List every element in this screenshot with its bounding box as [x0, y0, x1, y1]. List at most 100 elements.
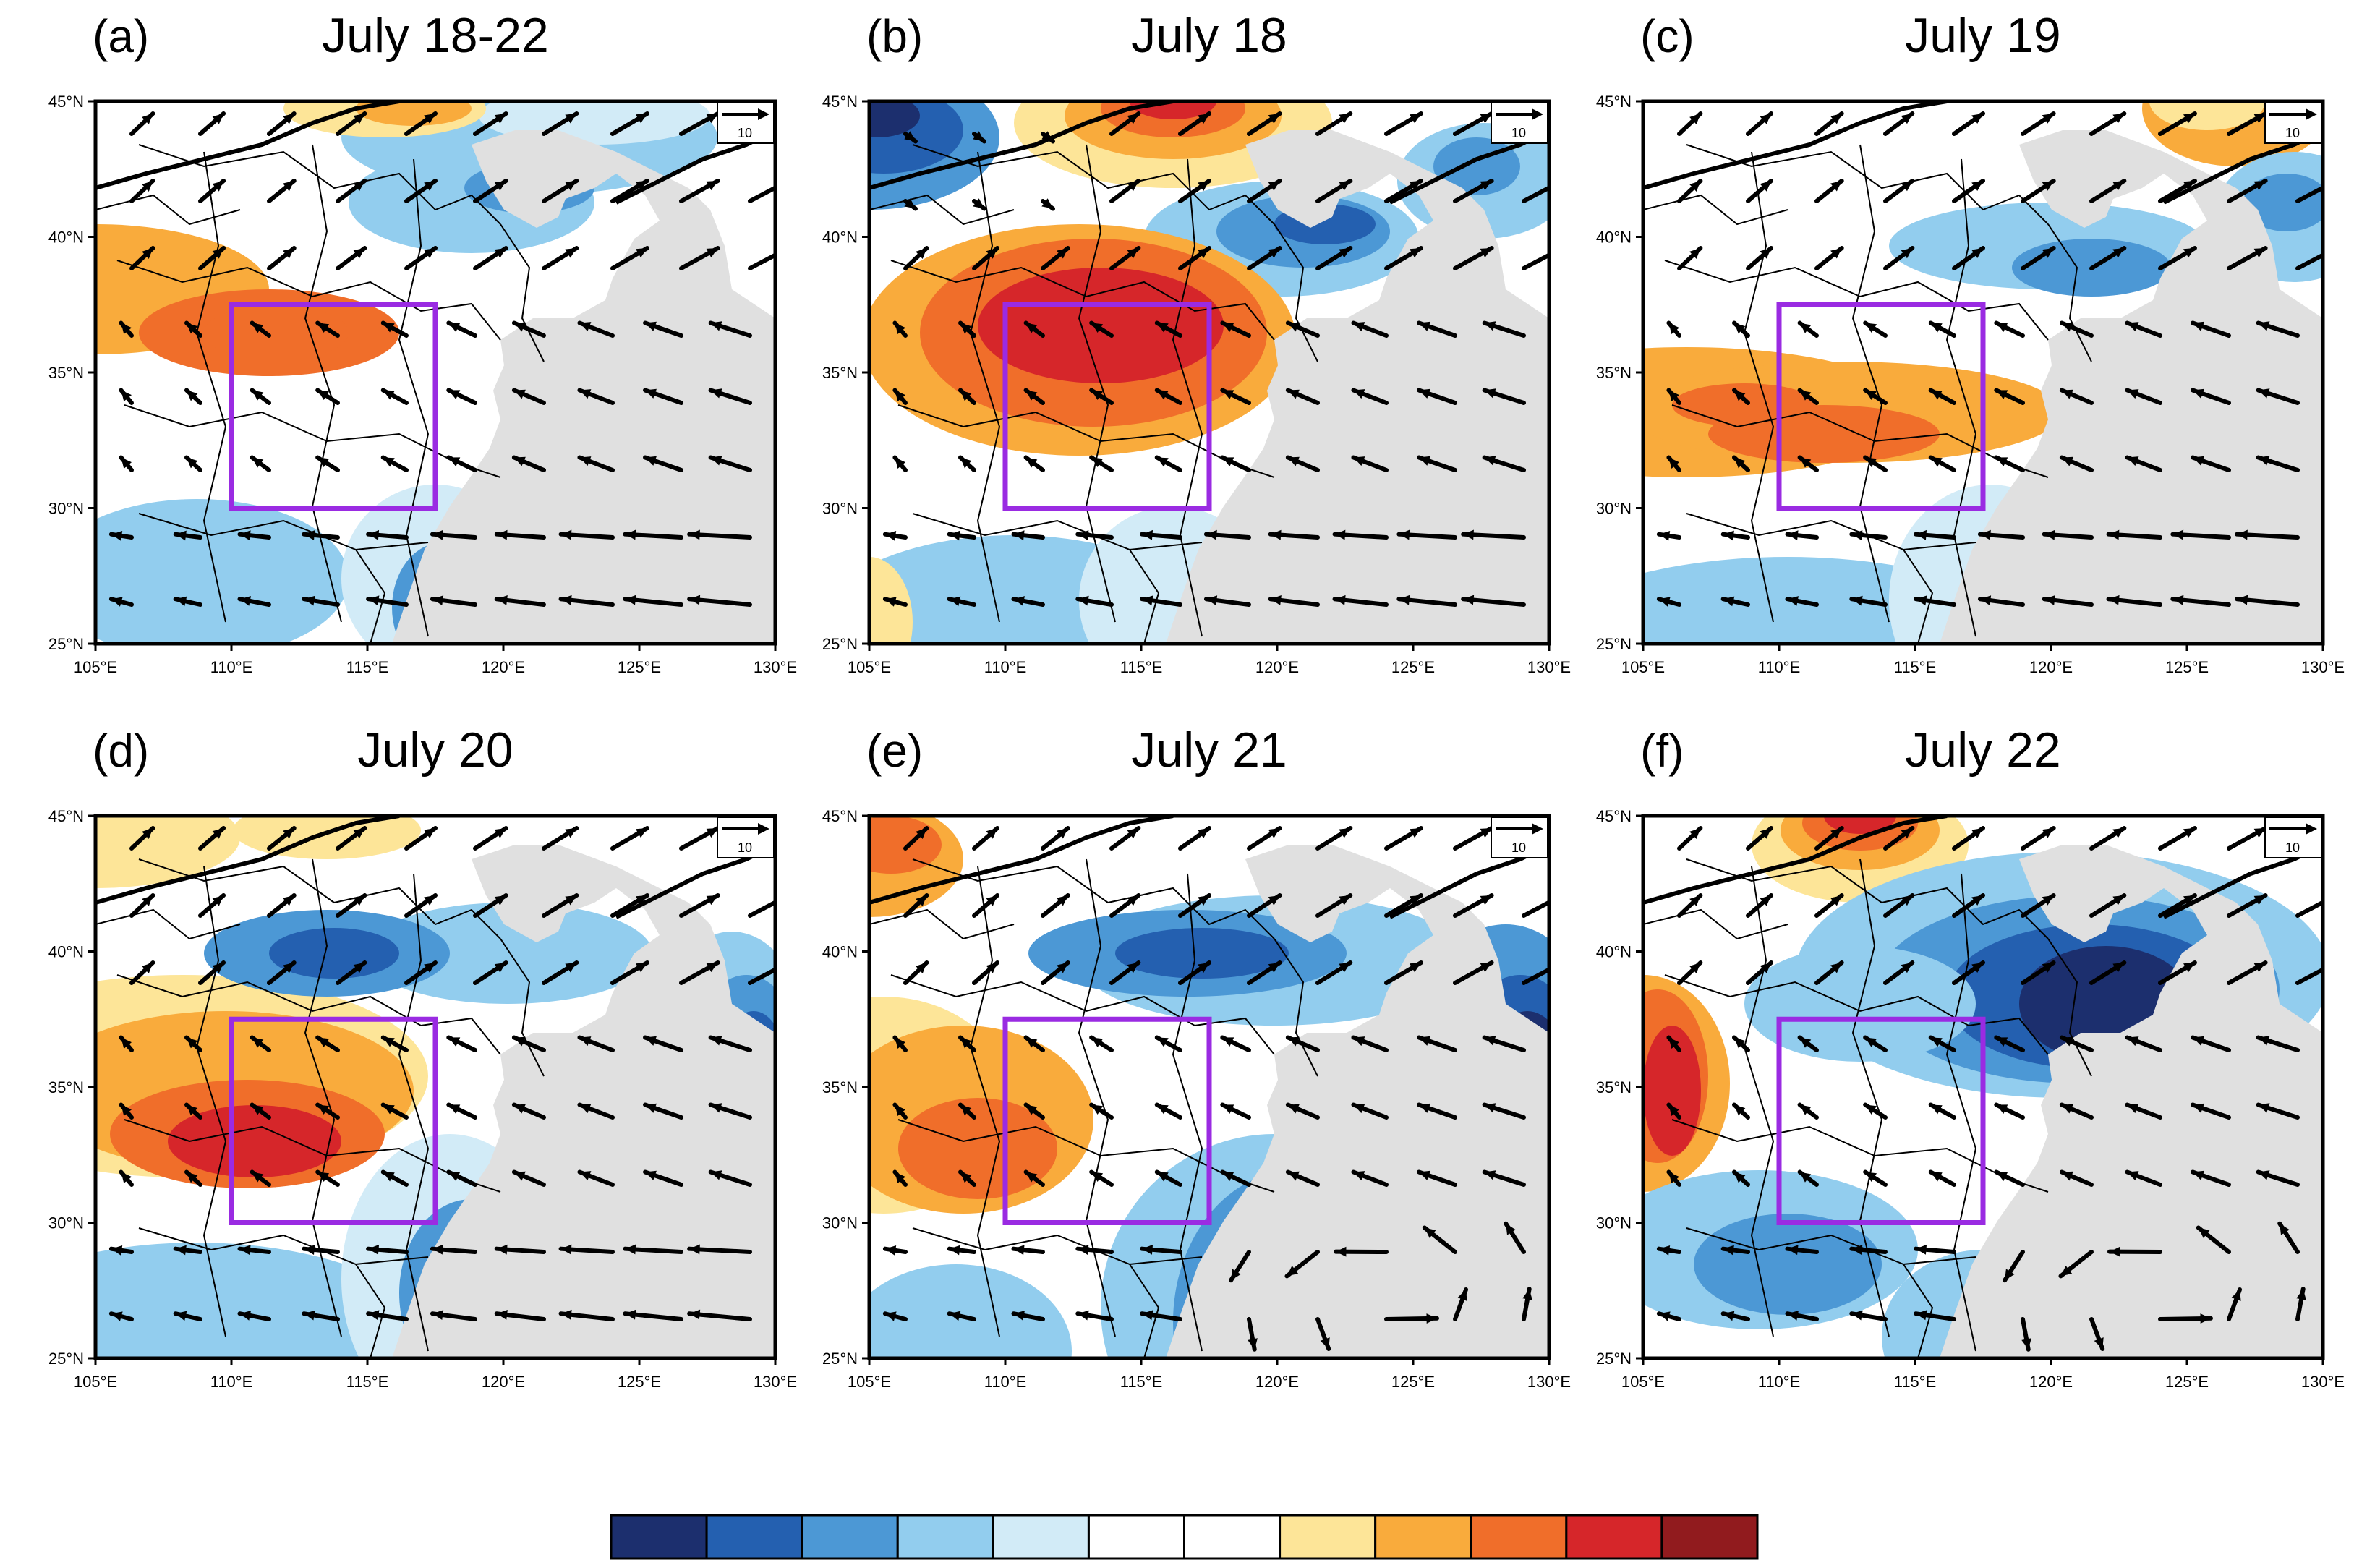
wind-vector — [198, 111, 226, 136]
wind-vector — [1011, 596, 1045, 607]
wind-vector — [1220, 455, 1251, 472]
lat-tick-label: 40°N — [1596, 229, 1632, 247]
wind-vector — [315, 320, 340, 338]
ocean-mask — [1940, 845, 2323, 1358]
map-area — [869, 101, 1549, 644]
ocean-mask — [1940, 130, 2323, 644]
panel-label: (d) — [93, 725, 149, 777]
province-border — [500, 938, 545, 1077]
wind-vector — [2059, 320, 2094, 338]
wind-vector — [1994, 1169, 2025, 1187]
wind-vector — [1928, 455, 1956, 472]
wind-vector — [2021, 893, 2056, 918]
wind-vector — [366, 595, 409, 607]
wind-vector — [2158, 179, 2197, 203]
wind-vector — [315, 1169, 340, 1187]
wind-vector — [119, 388, 134, 405]
wind-vector — [1785, 596, 1819, 607]
wind-vector — [1041, 960, 1070, 985]
lat-tick-label: 30°N — [1596, 500, 1632, 518]
lat-tick-label: 40°N — [822, 229, 858, 247]
wind-vector — [1109, 111, 1141, 136]
lat-tick-label: 25°N — [822, 635, 858, 653]
wind-vector — [250, 1102, 271, 1120]
wind-vector — [2059, 388, 2094, 405]
wind-vector — [1154, 320, 1182, 338]
lon-tick-label: 130°E — [2301, 1373, 2345, 1391]
wind-vector — [1315, 1317, 1331, 1351]
lat-tick-label: 30°N — [1596, 1214, 1632, 1232]
province-border — [1903, 1264, 1934, 1358]
lon-tick-label: 110°E — [984, 658, 1027, 676]
wind-vector — [748, 252, 775, 270]
colorbar-label: 0 — [1174, 1566, 1194, 1568]
wind-vector — [511, 1035, 546, 1052]
wind-vector — [882, 530, 908, 541]
wind-vector — [380, 455, 409, 472]
wind-vector — [250, 455, 271, 472]
wind-vector — [1453, 111, 1494, 136]
colorbar-label: -20 — [681, 1566, 731, 1568]
wind-vector — [336, 960, 367, 985]
wind-vector — [708, 1102, 752, 1120]
wind-vector — [494, 1310, 546, 1321]
wind-vector — [748, 900, 775, 918]
wind-vector — [237, 596, 271, 607]
wind-vector — [315, 1102, 340, 1120]
wind-vector — [1247, 111, 1282, 136]
wind-vector — [958, 320, 976, 338]
wind-vector — [1109, 893, 1141, 918]
wind-vector — [1952, 179, 1986, 203]
wind-vector — [643, 455, 683, 472]
wind-vector — [687, 1309, 752, 1321]
province-border — [1664, 260, 2049, 341]
wind-vector — [1482, 388, 1526, 405]
wind-vector — [1914, 595, 1956, 607]
wind-vector — [972, 960, 1000, 985]
wind-vector — [2058, 1250, 2094, 1279]
wind-vector — [2227, 893, 2268, 918]
wind-vector — [1453, 960, 1494, 985]
wind-vector — [1952, 893, 1986, 918]
panel-label: (b) — [866, 10, 923, 62]
wind-vector — [2059, 1169, 2094, 1187]
wind-vector — [1178, 179, 1212, 203]
wind-vector — [708, 388, 752, 405]
colorbar-segment — [1087, 1514, 1185, 1560]
wind-vector — [1384, 111, 1423, 136]
lon-tick-label: 120°E — [482, 1373, 525, 1391]
wind-vector — [473, 893, 508, 918]
wind-vector — [1154, 1035, 1182, 1052]
wind-vector — [679, 111, 720, 136]
wind-vector — [1732, 1102, 1750, 1120]
wind-vector — [1522, 252, 1549, 270]
wind-vector — [892, 455, 908, 472]
lat-tick-label: 35°N — [48, 1078, 84, 1096]
wind-vector — [1928, 388, 1956, 405]
wind-vector — [2256, 320, 2300, 338]
wind-vector — [184, 388, 202, 405]
province-border — [1078, 858, 1116, 1337]
wind-vector — [1656, 530, 1681, 541]
wind-vector — [1220, 388, 1251, 405]
wind-vector — [2295, 252, 2323, 270]
wind-vector — [473, 179, 508, 203]
wind-vector — [1720, 1245, 1750, 1256]
wind-vector — [1247, 893, 1282, 918]
wind-vector — [446, 388, 477, 405]
wind-vector — [958, 388, 976, 405]
wind-vector — [679, 960, 720, 985]
colorbar-segment — [705, 1514, 803, 1560]
wind-vector — [511, 388, 546, 405]
lon-tick-label: 130°E — [2301, 658, 2345, 676]
lat-tick-label: 45°N — [822, 93, 858, 111]
lon-tick-label: 105°E — [848, 1373, 891, 1391]
reference-vector-label: 10 — [1511, 126, 1526, 140]
province-border — [195, 151, 227, 623]
province-border — [116, 974, 501, 1055]
province-border — [1643, 194, 1788, 226]
colorbar-label: 12 — [1451, 1566, 1490, 1568]
wind-vector — [302, 595, 340, 607]
province-border — [138, 1227, 429, 1266]
reference-vector-label: 10 — [738, 840, 752, 855]
